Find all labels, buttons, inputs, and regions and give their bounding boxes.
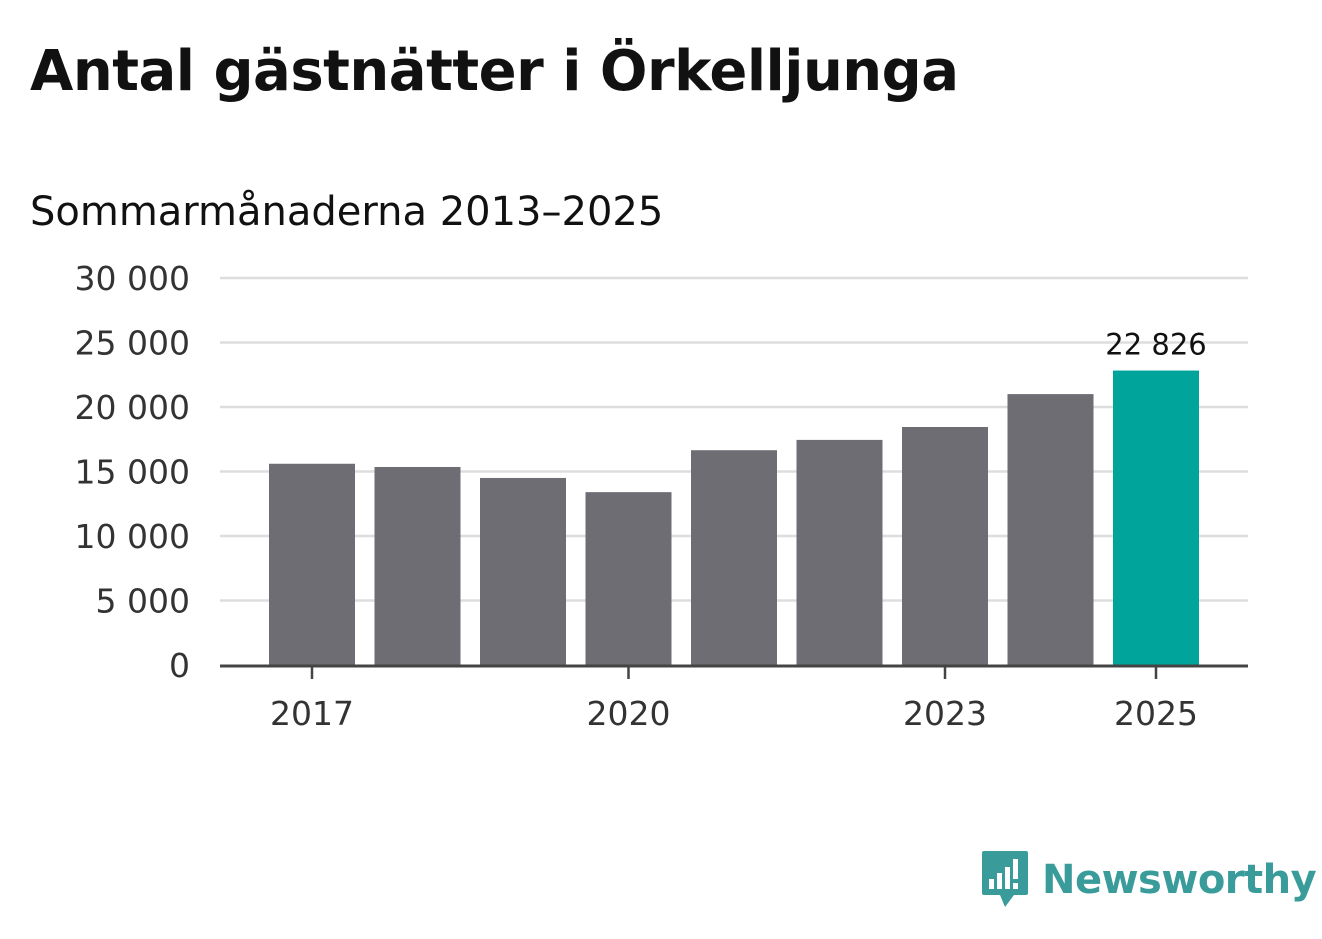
- x-tick-label: 2025: [1114, 694, 1198, 733]
- brand-name: Newsworthy: [1042, 857, 1317, 903]
- chart-title: Antal gästnätter i Örkelljunga: [30, 39, 959, 104]
- y-tick-label: 10 000: [75, 517, 190, 556]
- bar-2023: [902, 426, 988, 665]
- bar-2024: [1007, 394, 1094, 665]
- bar-2020: [585, 492, 672, 665]
- data-labels: 22 826: [1105, 328, 1206, 362]
- y-tick-label: 20 000: [75, 388, 190, 427]
- bars: [269, 370, 1199, 665]
- x-axis-ticks: 2017 2020 2023 2025: [270, 667, 1198, 733]
- bar-2025: [1113, 370, 1199, 665]
- bar-2017: [269, 463, 355, 665]
- y-tick-label: 15 000: [75, 453, 190, 492]
- y-axis-ticks: 0 5 000 10 000 15 000 20 000 25 000 30 000: [75, 259, 190, 685]
- bar-2022: [796, 439, 883, 665]
- bar-2021: [691, 450, 777, 665]
- y-tick-label: 30 000: [75, 259, 190, 298]
- brand-logo: Newsworthy: [980, 848, 1317, 912]
- bar-2019: [480, 477, 566, 665]
- y-tick-label: 0: [169, 646, 190, 685]
- newsworthy-chart-bubble-icon: [982, 851, 1028, 907]
- chart-subtitle: Sommarmånaderna 2013–2025: [30, 189, 664, 235]
- x-tick-label: 2023: [903, 694, 987, 733]
- y-tick-label: 5 000: [96, 582, 190, 621]
- bar-2018: [374, 466, 461, 665]
- x-tick-label: 2020: [587, 694, 671, 733]
- x-tick-label: 2017: [270, 694, 354, 733]
- data-label: 22 826: [1105, 328, 1206, 362]
- y-tick-label: 25 000: [75, 324, 190, 363]
